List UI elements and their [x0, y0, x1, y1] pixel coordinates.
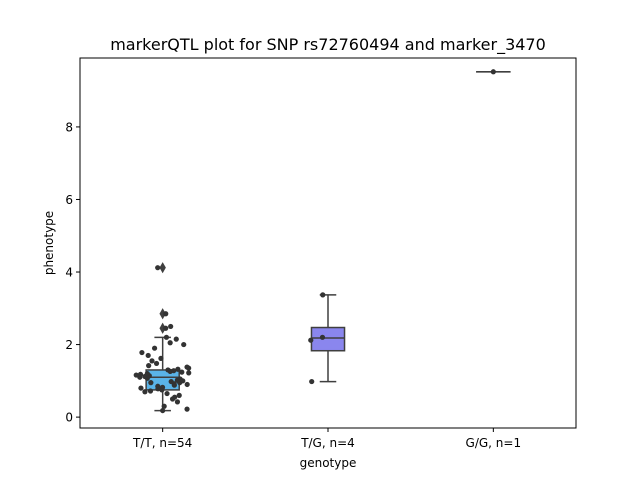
data-point [184, 381, 190, 388]
box-1 [310, 294, 346, 383]
data-point [133, 372, 139, 378]
x-axis-label: genotype [300, 456, 357, 470]
data-point [308, 337, 314, 343]
data-point [164, 390, 170, 397]
box-body [310, 326, 346, 352]
data-point [172, 394, 178, 400]
data-point [155, 383, 161, 389]
data-point [137, 371, 144, 377]
data-point [320, 292, 326, 298]
data-point [171, 368, 177, 374]
x-tick-label: T/T, n=54 [132, 436, 192, 450]
data-point [144, 370, 150, 377]
data-point [490, 69, 496, 75]
data-point [168, 378, 174, 385]
data-point [145, 352, 151, 359]
data-point [179, 369, 185, 375]
data-point [181, 341, 187, 348]
data-point [174, 399, 181, 405]
data-point [155, 265, 161, 271]
data-point [177, 376, 183, 382]
data-point [165, 367, 171, 373]
data-point [167, 340, 173, 346]
outlier-marker [159, 322, 166, 334]
x-tick-label: T/G, n=4 [300, 436, 355, 450]
data-point [184, 364, 190, 370]
outlier-marker [159, 262, 166, 274]
data-point [163, 325, 169, 331]
data-point [147, 388, 154, 394]
y-tick-label: 4 [65, 266, 73, 280]
x-axis: T/T, n=54 T/G, n=4 G/G, n=1 [132, 428, 521, 450]
data-point [309, 378, 315, 385]
plot-area [133, 69, 511, 414]
data-point [142, 389, 148, 395]
data-point [175, 366, 181, 372]
y-tick-label: 0 [65, 411, 73, 425]
data-point [173, 336, 179, 342]
data-point [160, 407, 166, 414]
data-point [138, 385, 144, 391]
data-point [168, 323, 174, 330]
data-point [176, 392, 182, 398]
data-point [158, 355, 164, 361]
data-point [148, 380, 154, 386]
y-tick-label: 6 [65, 193, 73, 207]
data-point [151, 345, 158, 351]
x-tick-label: G/G, n=1 [466, 436, 522, 450]
data-point [186, 370, 192, 376]
outlier-marker [159, 308, 166, 320]
data-point [163, 311, 169, 317]
y-tick-label: 8 [65, 120, 73, 134]
data-point [159, 384, 166, 390]
data-point [161, 403, 167, 409]
data-point [139, 349, 145, 356]
data-point [146, 363, 152, 369]
data-point [153, 360, 160, 367]
y-axis-label: phenotype [42, 211, 56, 275]
data-point [319, 334, 326, 340]
y-tick-label: 2 [65, 338, 73, 352]
chart-title: markerQTL plot for SNP rs72760494 and ma… [110, 35, 546, 55]
data-point [149, 358, 155, 364]
data-point [163, 334, 170, 340]
y-axis: 0 2 4 6 8 [65, 120, 80, 425]
data-point [184, 406, 190, 412]
